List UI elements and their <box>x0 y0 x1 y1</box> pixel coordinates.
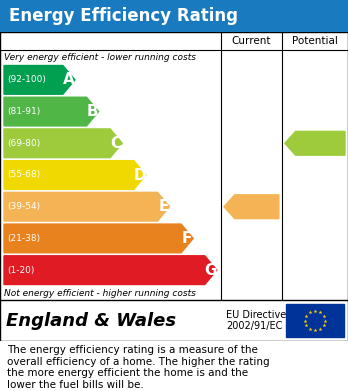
Text: E: E <box>158 199 169 214</box>
Polygon shape <box>4 224 193 253</box>
Text: D: D <box>134 167 146 183</box>
Text: (21-38): (21-38) <box>7 234 40 243</box>
Polygon shape <box>285 131 345 155</box>
Text: (92-100): (92-100) <box>7 75 46 84</box>
Text: 76: 76 <box>311 137 329 150</box>
Polygon shape <box>4 161 146 189</box>
Text: G: G <box>205 263 217 278</box>
Polygon shape <box>4 129 122 158</box>
Polygon shape <box>224 195 279 219</box>
Text: 47: 47 <box>248 200 266 213</box>
Polygon shape <box>4 66 75 94</box>
Polygon shape <box>4 97 98 126</box>
Text: F: F <box>182 231 192 246</box>
Text: (1-20): (1-20) <box>7 265 34 274</box>
Text: A: A <box>63 72 75 87</box>
Text: (39-54): (39-54) <box>7 202 40 211</box>
Text: Very energy efficient - lower running costs: Very energy efficient - lower running co… <box>4 52 196 61</box>
Text: England & Wales: England & Wales <box>6 312 176 330</box>
Text: Current: Current <box>232 36 271 46</box>
Text: (69-80): (69-80) <box>7 139 40 148</box>
Bar <box>286 304 344 337</box>
Polygon shape <box>4 192 169 221</box>
Text: (81-91): (81-91) <box>7 107 40 116</box>
Text: EU Directive
2002/91/EC: EU Directive 2002/91/EC <box>226 310 286 331</box>
Text: The energy efficiency rating is a measure of the
overall efficiency of a home. T: The energy efficiency rating is a measur… <box>7 345 270 390</box>
Text: C: C <box>111 136 122 151</box>
Polygon shape <box>4 256 217 285</box>
Text: Not energy efficient - higher running costs: Not energy efficient - higher running co… <box>4 289 196 298</box>
Text: B: B <box>87 104 98 119</box>
Text: (55-68): (55-68) <box>7 170 40 179</box>
Text: Energy Efficiency Rating: Energy Efficiency Rating <box>9 7 238 25</box>
Text: Potential: Potential <box>292 36 338 46</box>
